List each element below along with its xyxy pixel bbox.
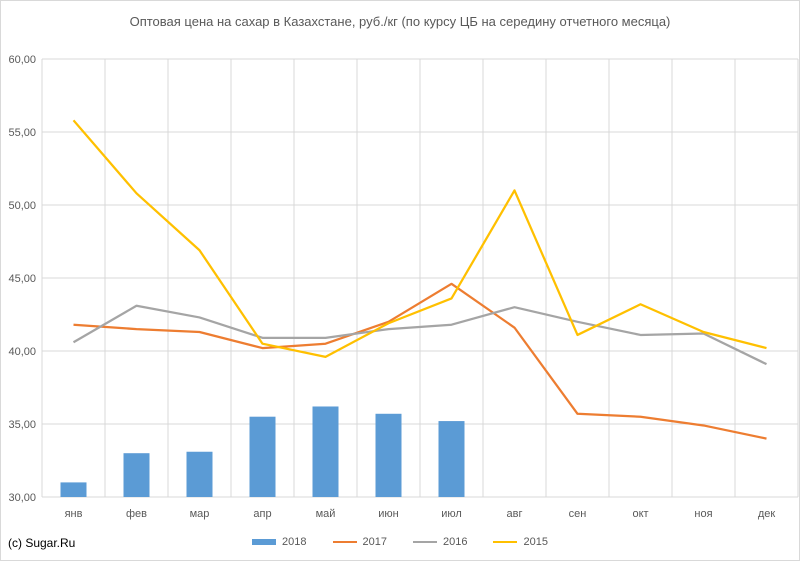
x-tick-label: май [316,508,336,520]
series-line-2017 [73,282,767,440]
x-tick-label: янв [65,508,83,520]
legend-label: 2018 [282,536,307,548]
legend-swatch [332,541,357,543]
x-tick-label: авг [507,508,523,520]
legend: 2018 2017 2016 2015 [0,536,800,548]
x-tick-label: июн [378,508,398,520]
y-tick-label: 50,00 [8,200,36,212]
x-tick-label: ноя [694,508,712,520]
bar-2018 [186,451,213,497]
x-tick-label: сен [569,508,587,520]
bar-2018 [249,416,276,497]
bar-2018 [123,453,150,497]
legend-item-2018: 2018 [252,536,307,548]
x-tick-label: дек [758,508,776,520]
x-tick-label: мар [190,508,210,520]
x-tick-label: фев [126,508,147,520]
x-tick-label: июл [441,508,462,520]
bar-2018 [438,421,465,497]
legend-label: 2016 [443,536,468,548]
x-tick-label: окт [632,508,648,520]
legend-label: 2017 [362,536,387,548]
bar-2018 [312,406,339,497]
bar-2018 [375,413,402,497]
y-tick-label: 60,00 [8,54,36,66]
legend-item-2016: 2016 [413,536,467,548]
legend-swatch [493,541,518,543]
chart-title: Оптовая цена на сахар в Казахстане, руб.… [129,14,671,29]
y-tick-label: 40,00 [8,346,36,358]
y-tick-label: 45,00 [8,273,36,285]
y-tick-label: 35,00 [8,419,36,431]
bar-2018 [60,482,87,497]
y-tick-label: 30,00 [8,492,36,504]
legend-item-2015: 2015 [493,536,548,548]
y-tick-label: 55,00 [8,127,36,139]
legend-swatch [252,539,277,545]
series-line-2016 [72,304,767,366]
series-line-2015 [72,119,767,358]
legend-swatch [413,541,437,543]
x-tick-label: апр [253,508,271,520]
legend-label: 2015 [523,536,548,548]
legend-item-2017: 2017 [332,536,387,548]
credit-text: (c) Sugar.Ru [8,536,76,550]
